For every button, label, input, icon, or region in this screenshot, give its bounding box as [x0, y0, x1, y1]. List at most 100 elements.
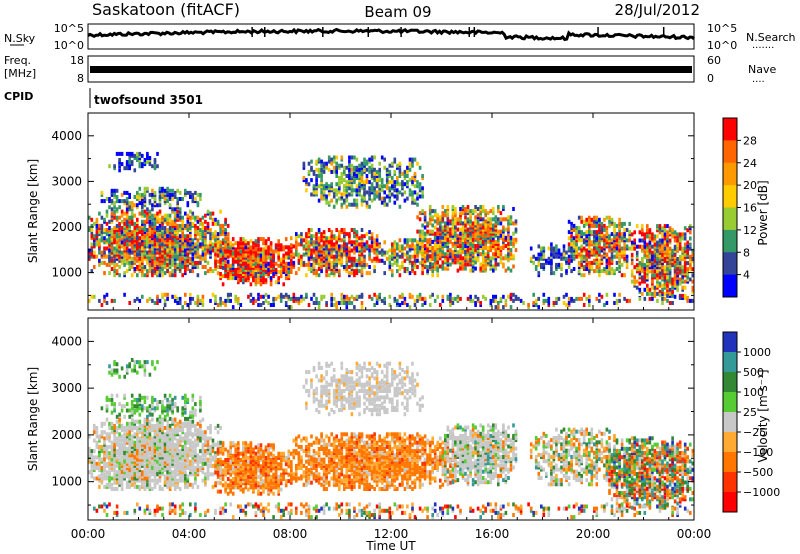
power-cell — [396, 262, 399, 267]
power-cell — [608, 238, 611, 243]
power-cell — [191, 215, 195, 220]
power-cell — [340, 250, 344, 255]
power-cell — [194, 301, 197, 305]
power-cell — [668, 261, 672, 266]
power-cell — [244, 261, 248, 266]
power-cell — [433, 209, 437, 214]
power-cell — [312, 265, 316, 269]
power-cell — [100, 226, 104, 230]
power-cell — [378, 292, 381, 297]
power-cell — [449, 262, 452, 267]
power-cell — [449, 252, 452, 257]
power-cell — [615, 234, 619, 239]
power-cell — [320, 234, 323, 239]
power-cell — [353, 269, 356, 274]
power-cell — [507, 294, 510, 299]
power-cell — [658, 226, 662, 231]
power-cell — [628, 230, 631, 235]
power-cell — [355, 246, 359, 251]
power-cell — [168, 226, 172, 230]
power-cell — [545, 260, 548, 265]
power-cell — [204, 246, 207, 251]
power-cell — [593, 238, 596, 243]
power-cell — [312, 250, 316, 255]
power-cell — [618, 234, 621, 239]
velocity-cell — [128, 472, 131, 477]
power-cell — [512, 254, 515, 259]
power-cell — [572, 298, 576, 303]
power-cell — [454, 209, 457, 214]
power-cell — [307, 161, 311, 166]
power-cell — [221, 241, 225, 246]
power-cell — [603, 242, 606, 247]
power-cell — [673, 257, 677, 261]
power-cell — [95, 230, 99, 235]
power-cell — [327, 200, 331, 205]
power-cell — [656, 252, 659, 257]
power-cell — [348, 163, 351, 168]
power-cell — [537, 256, 541, 261]
power-cell — [360, 244, 364, 249]
power-cell — [671, 289, 674, 294]
power-cell — [340, 258, 344, 263]
velocity-cell — [93, 461, 96, 466]
power-cell — [358, 188, 361, 193]
velocity-cell — [130, 482, 134, 487]
power-cell — [388, 192, 392, 197]
power-cell — [613, 254, 616, 259]
power-cell — [133, 236, 137, 241]
power-cell — [373, 265, 376, 269]
power-cell — [380, 196, 384, 201]
power-cell — [449, 227, 452, 232]
nave-tick-top: 60 — [707, 54, 721, 67]
velocity-cell — [115, 430, 119, 435]
power-cell — [459, 260, 462, 265]
power-cell — [577, 246, 581, 251]
power-cell — [254, 282, 258, 287]
power-cell — [365, 204, 369, 209]
power-cell — [668, 230, 672, 235]
power-cell — [401, 182, 404, 187]
power-cell — [383, 301, 386, 305]
power-cell — [310, 228, 313, 232]
power-cell — [340, 301, 344, 305]
power-cell — [368, 236, 371, 241]
power-cell — [585, 254, 588, 259]
power-cell — [115, 226, 119, 230]
power-cell — [413, 265, 417, 269]
velocity-cell — [105, 482, 109, 487]
power-cell — [446, 252, 450, 257]
power-cell — [353, 230, 356, 235]
velocity-cell — [95, 461, 99, 466]
power-cell — [567, 236, 571, 241]
power-cell — [373, 303, 376, 307]
power-cell — [355, 242, 359, 247]
power-cell — [671, 279, 674, 284]
velocity-cell — [123, 451, 126, 456]
power-cell — [449, 303, 452, 307]
power-cell — [459, 256, 462, 261]
power-cell — [542, 265, 546, 269]
power-cell — [130, 265, 134, 269]
power-cell — [671, 228, 674, 233]
power-cell — [262, 265, 265, 270]
power-cell — [648, 269, 652, 274]
power-cell — [120, 242, 124, 247]
power-cell — [315, 250, 318, 255]
velocity-cell — [133, 461, 137, 466]
power-cell — [385, 250, 389, 255]
power-cell — [163, 303, 167, 307]
power-cell — [466, 235, 470, 240]
power-cell — [113, 250, 116, 255]
power-cell — [259, 274, 263, 279]
power-cell — [585, 217, 588, 222]
power-cell — [550, 260, 553, 265]
power-cell — [502, 239, 505, 244]
power-cell — [479, 239, 482, 244]
power-cell — [454, 246, 457, 250]
power-cell — [418, 292, 422, 297]
power-cell — [118, 215, 121, 220]
power-cell — [123, 234, 126, 239]
power-cell — [608, 223, 611, 228]
power-cell — [588, 236, 591, 241]
